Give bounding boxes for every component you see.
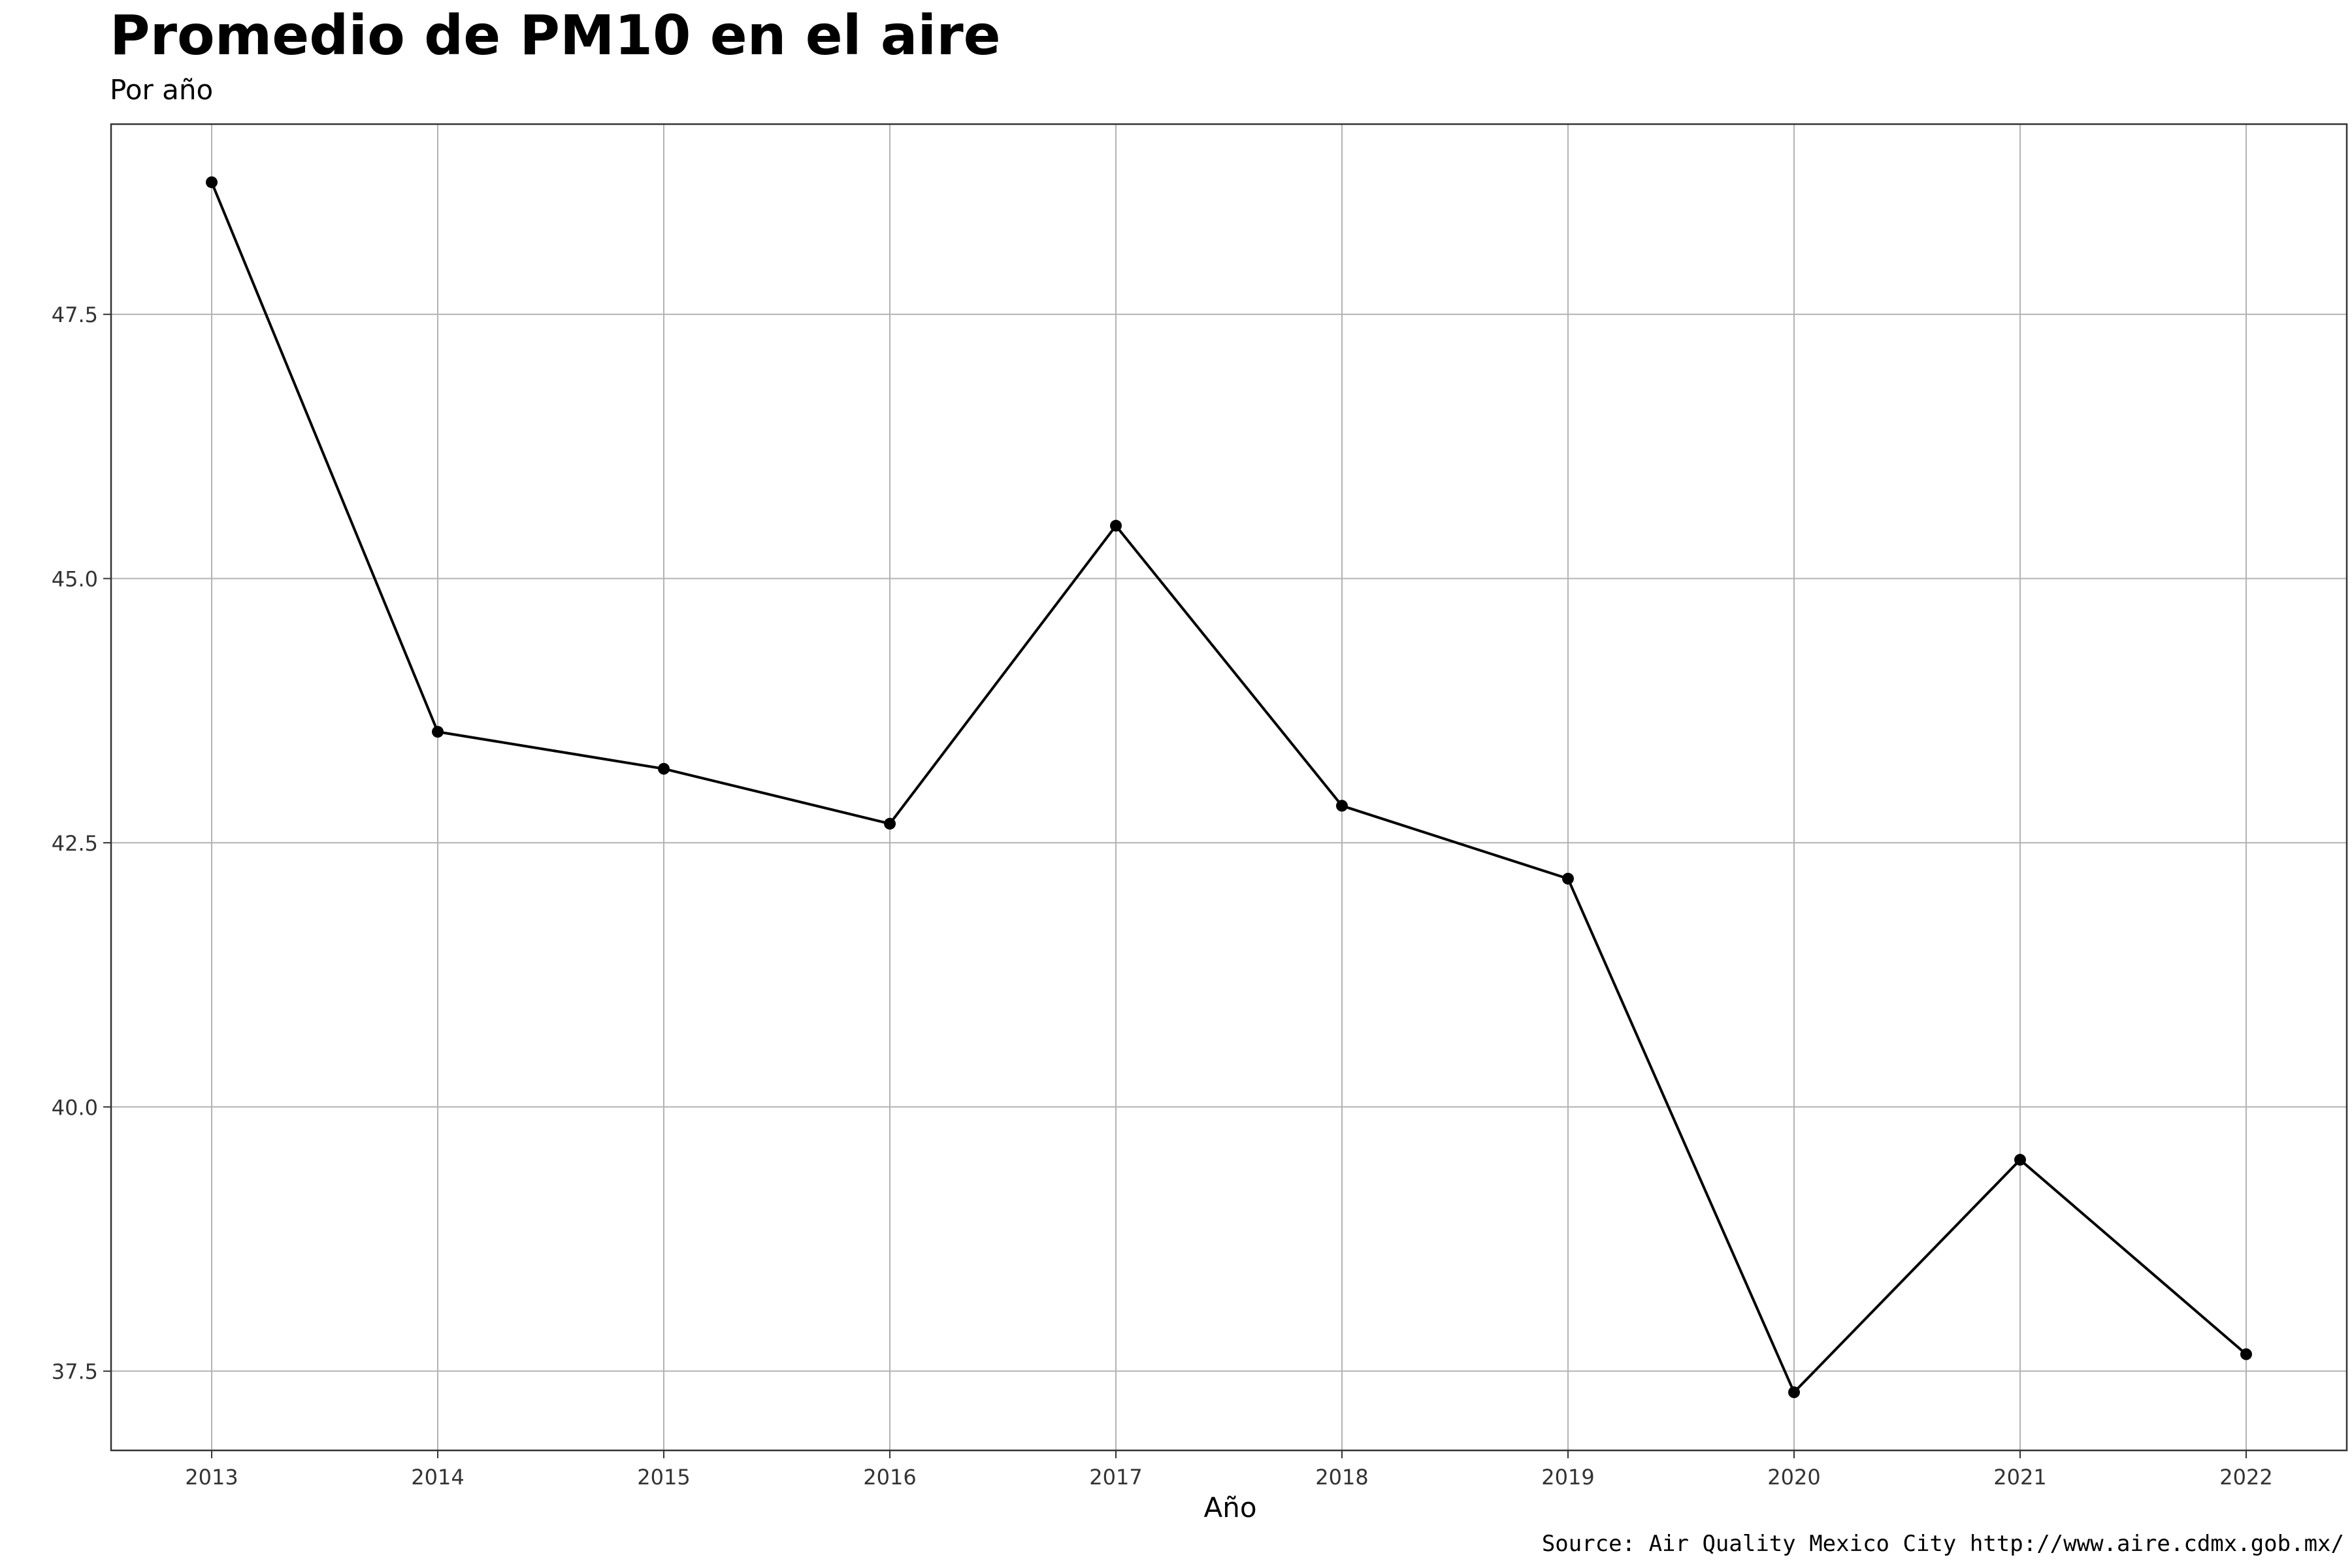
y-tick-label: 45.0 bbox=[52, 567, 98, 592]
data-point bbox=[1336, 800, 1348, 812]
x-tick-label: 2022 bbox=[2219, 1465, 2272, 1490]
chart-title: Promedio de PM10 en el aire bbox=[110, 3, 1001, 67]
data-point bbox=[206, 176, 218, 188]
chart-subtitle: Por año bbox=[110, 74, 214, 106]
x-tick-label: 2016 bbox=[863, 1465, 916, 1490]
x-tick-label: 2019 bbox=[1541, 1465, 1594, 1490]
y-tick-label: 42.5 bbox=[52, 831, 98, 856]
x-tick-label: 2018 bbox=[1315, 1465, 1368, 1490]
data-point bbox=[432, 726, 444, 738]
series-line bbox=[210, 182, 2247, 1394]
data-point bbox=[884, 817, 896, 830]
data-point bbox=[658, 762, 670, 775]
x-axis-label: Año bbox=[1203, 1492, 1256, 1524]
y-tick-label: 37.5 bbox=[52, 1360, 98, 1384]
series bbox=[206, 176, 2252, 1399]
x-tick-label: 2015 bbox=[637, 1465, 690, 1490]
x-tick-label: 2014 bbox=[411, 1465, 464, 1490]
y-tick-label: 47.5 bbox=[52, 302, 98, 327]
x-tick-label: 2021 bbox=[1993, 1465, 2046, 1490]
data-point bbox=[1788, 1386, 1800, 1399]
chart-caption: Source: Air Quality Mexico City http://w… bbox=[1541, 1531, 2344, 1557]
axes: 37.5 40.0 42.5 45.0 47.5 2013 2014 2015 2016 2017… bbox=[52, 123, 2348, 1490]
y-tick-label: 40.0 bbox=[52, 1095, 98, 1120]
x-tick-label: 2020 bbox=[1767, 1465, 1820, 1490]
x-tick-label: 2017 bbox=[1089, 1465, 1142, 1490]
data-point bbox=[2240, 1348, 2252, 1360]
x-tick-label: 2013 bbox=[185, 1465, 238, 1490]
gridlines bbox=[111, 124, 2347, 1450]
data-point bbox=[2014, 1154, 2026, 1166]
data-point bbox=[1110, 519, 1122, 532]
data-point bbox=[1562, 872, 1574, 885]
plot-frame bbox=[110, 123, 2348, 1452]
